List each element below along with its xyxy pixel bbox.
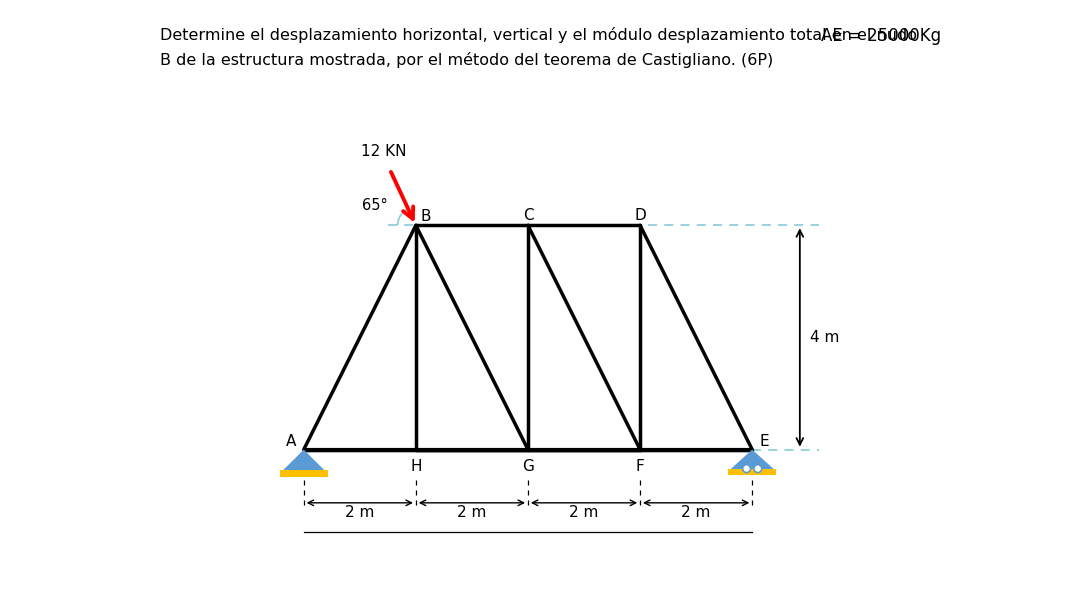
Text: 2 m: 2 m [457,505,487,520]
Text: 2 m: 2 m [346,505,375,520]
Text: 12 KN: 12 KN [362,144,407,159]
Bar [280,471,327,477]
Text: D: D [634,208,646,223]
Text: E: E [759,434,769,449]
Text: C: C [523,208,534,223]
Circle shape [754,465,761,472]
Text: A: A [286,434,297,449]
Circle shape [743,465,751,472]
Text: 2 m: 2 m [681,505,711,520]
Text: 65°: 65° [362,198,388,213]
Text: G: G [522,459,534,474]
Text: 4 m: 4 m [810,330,839,345]
Polygon shape [283,449,325,471]
Text: B: B [421,209,431,224]
Text: H: H [410,459,421,474]
Text: AE = 25000Kg: AE = 25000Kg [821,27,941,46]
Text: Determine el desplazamiento horizontal, vertical y el módulo desplazamiento tota: Determine el desplazamiento horizontal, … [160,27,917,43]
Text: 2 m: 2 m [569,505,598,520]
Text: F: F [636,459,645,474]
Polygon shape [729,449,775,471]
Text: B de la estructura mostrada, por el método del teorema de Castigliano. (6P): B de la estructura mostrada, por el méto… [160,52,773,67]
Bar [728,469,777,475]
